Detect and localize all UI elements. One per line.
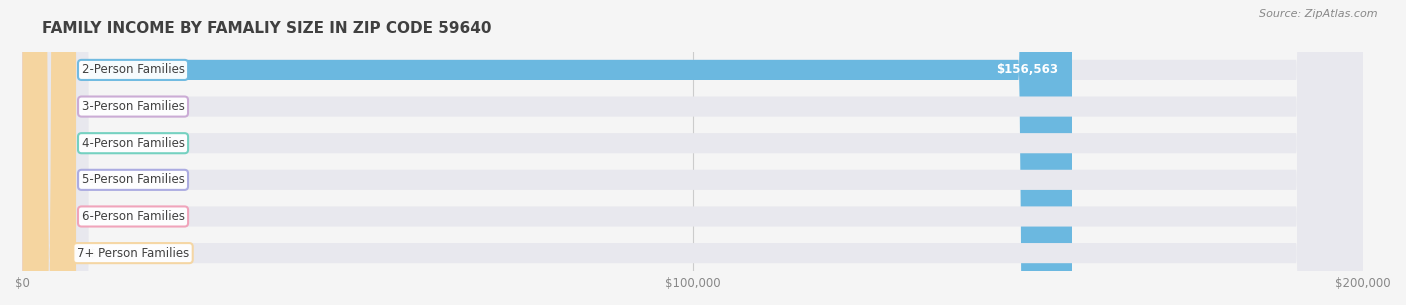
Text: 4-Person Families: 4-Person Families: [82, 137, 184, 150]
FancyBboxPatch shape: [22, 0, 76, 305]
FancyBboxPatch shape: [22, 0, 1364, 305]
FancyBboxPatch shape: [22, 0, 1364, 305]
FancyBboxPatch shape: [22, 0, 1364, 305]
Text: Source: ZipAtlas.com: Source: ZipAtlas.com: [1260, 9, 1378, 19]
FancyBboxPatch shape: [22, 0, 1364, 305]
Text: $0: $0: [90, 210, 104, 223]
Text: $156,563: $156,563: [997, 63, 1059, 77]
Text: 7+ Person Families: 7+ Person Families: [77, 247, 190, 260]
Text: 6-Person Families: 6-Person Families: [82, 210, 184, 223]
Text: 5-Person Families: 5-Person Families: [82, 173, 184, 186]
Text: 3-Person Families: 3-Person Families: [82, 100, 184, 113]
Text: $0: $0: [90, 173, 104, 186]
Text: $0: $0: [90, 100, 104, 113]
Text: 2-Person Families: 2-Person Families: [82, 63, 184, 77]
FancyBboxPatch shape: [22, 0, 1364, 305]
FancyBboxPatch shape: [22, 0, 76, 305]
FancyBboxPatch shape: [22, 0, 1071, 305]
FancyBboxPatch shape: [22, 0, 1364, 305]
FancyBboxPatch shape: [22, 0, 76, 305]
Text: FAMILY INCOME BY FAMALIY SIZE IN ZIP CODE 59640: FAMILY INCOME BY FAMALIY SIZE IN ZIP COD…: [42, 21, 492, 36]
FancyBboxPatch shape: [22, 0, 76, 305]
Text: $0: $0: [90, 137, 104, 150]
Text: $0: $0: [90, 247, 104, 260]
FancyBboxPatch shape: [22, 0, 76, 305]
